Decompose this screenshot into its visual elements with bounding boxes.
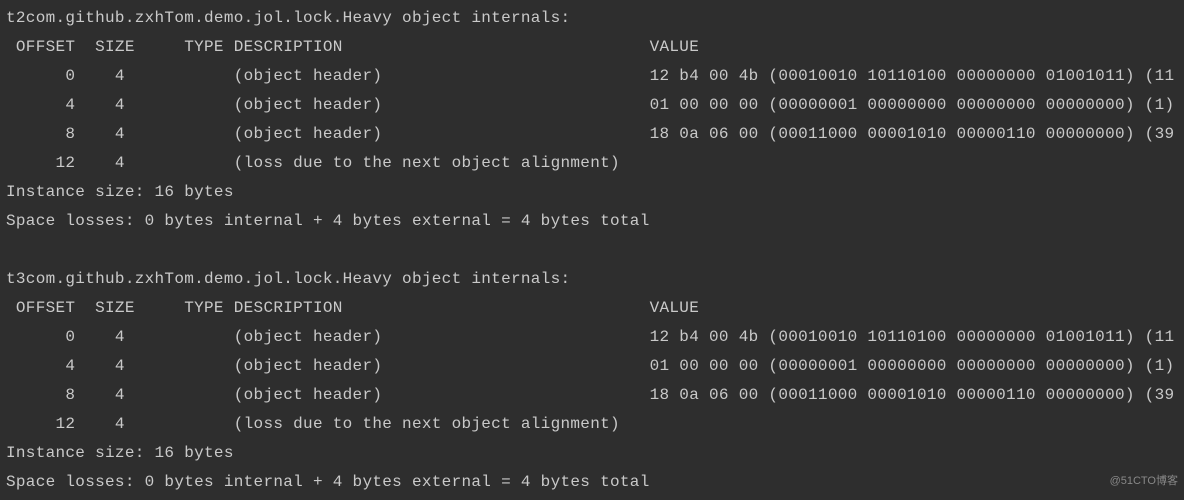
output-line: Instance size: 16 bytes [6, 183, 234, 201]
terminal-output: t2com.github.zxhTom.demo.jol.lock.Heavy … [0, 0, 1184, 500]
output-line: OFFSET SIZE TYPE DESCRIPTION VALUE [6, 299, 699, 317]
output-line: 4 4 (object header) 01 00 00 00 (0000000… [6, 357, 1174, 375]
output-line: 0 4 (object header) 12 b4 00 4b (0001001… [6, 67, 1174, 85]
output-line: 12 4 (loss due to the next object alignm… [6, 415, 620, 433]
output-line: t3com.github.zxhTom.demo.jol.lock.Heavy … [6, 270, 570, 288]
output-line: Space losses: 0 bytes internal + 4 bytes… [6, 473, 650, 491]
output-line: Instance size: 16 bytes [6, 444, 234, 462]
output-line: 12 4 (loss due to the next object alignm… [6, 154, 620, 172]
output-line: Space losses: 0 bytes internal + 4 bytes… [6, 212, 650, 230]
output-line: 4 4 (object header) 01 00 00 00 (0000000… [6, 96, 1174, 114]
output-line: OFFSET SIZE TYPE DESCRIPTION VALUE [6, 38, 699, 56]
output-line: t2com.github.zxhTom.demo.jol.lock.Heavy … [6, 9, 570, 27]
output-line: 8 4 (object header) 18 0a 06 00 (0001100… [6, 386, 1174, 404]
output-line: 0 4 (object header) 12 b4 00 4b (0001001… [6, 328, 1174, 346]
output-line: 8 4 (object header) 18 0a 06 00 (0001100… [6, 125, 1174, 143]
watermark-label: @51CTO博客 [1110, 467, 1178, 496]
